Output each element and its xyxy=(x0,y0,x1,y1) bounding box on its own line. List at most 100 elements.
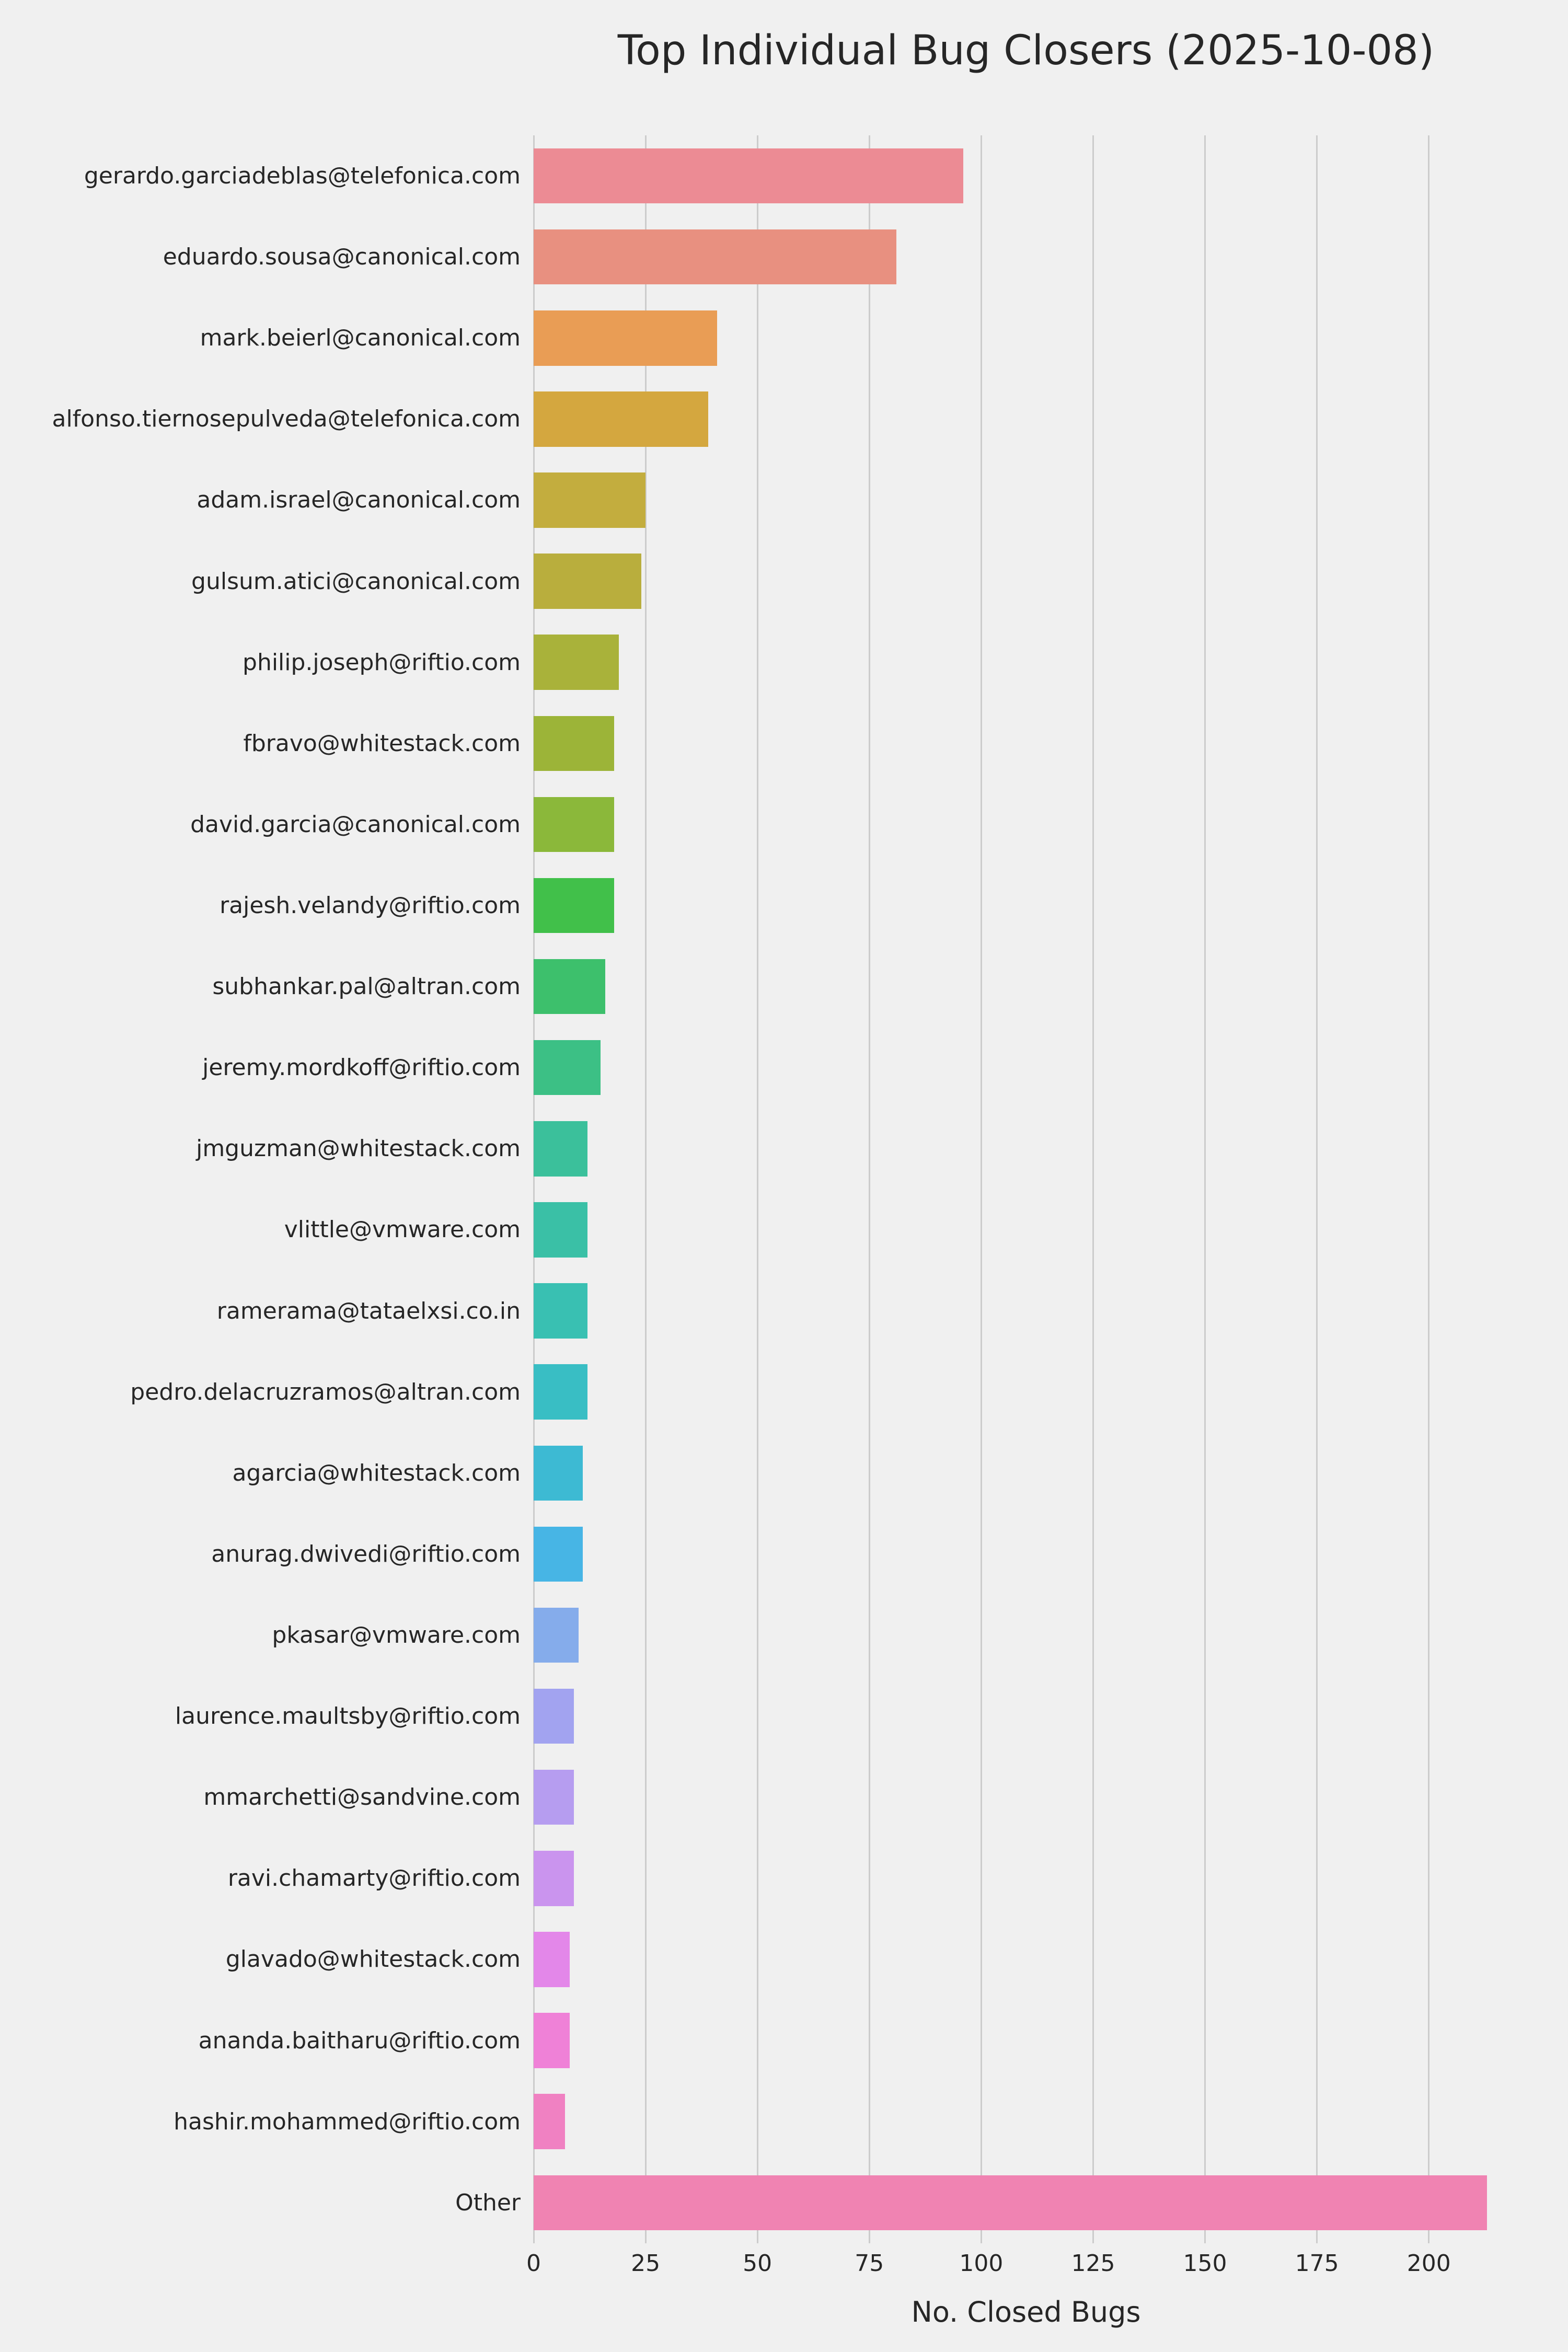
bar-row xyxy=(534,1027,1518,1108)
bar-row xyxy=(534,2162,1518,2243)
y-tick-label: david.garcia@canonical.com xyxy=(190,811,521,838)
bar-row xyxy=(534,135,1518,216)
gridline xyxy=(1428,135,1430,2243)
bar xyxy=(534,310,718,366)
bar-row xyxy=(534,1189,1518,1270)
x-tick-label: 125 xyxy=(1071,2250,1115,2277)
bar xyxy=(534,1364,587,1420)
bar-row xyxy=(534,1919,1518,2000)
bar xyxy=(534,148,964,204)
bar xyxy=(534,959,606,1014)
bar xyxy=(534,472,646,528)
y-tick-label: jeremy.mordkoff@riftio.com xyxy=(202,1054,521,1081)
y-tick-label: subhankar.pal@altran.com xyxy=(212,973,521,1000)
y-tick-label: pedro.delacruzramos@altran.com xyxy=(130,1378,521,1405)
x-tick-label: 200 xyxy=(1406,2250,1451,2277)
bar-row xyxy=(534,541,1518,622)
bar xyxy=(534,1851,574,1906)
y-tick-label: ananda.baitharu@riftio.com xyxy=(198,2027,521,2054)
bar xyxy=(534,1121,587,1177)
x-tick-label: 25 xyxy=(631,2250,661,2277)
x-tick-label: 175 xyxy=(1295,2250,1339,2277)
bar-row xyxy=(534,784,1518,865)
bar-row xyxy=(534,946,1518,1027)
bar-row xyxy=(534,865,1518,946)
bar-row xyxy=(534,1271,1518,1352)
y-tick-label: vlittle@vmware.com xyxy=(284,1216,521,1243)
bar xyxy=(534,229,896,285)
bar xyxy=(534,1040,601,1096)
bar xyxy=(534,1607,579,1663)
y-tick-label: agarcia@whitestack.com xyxy=(232,1459,521,1486)
bar xyxy=(534,797,615,852)
bar-row xyxy=(534,622,1518,703)
y-tick-label: mark.beierl@canonical.com xyxy=(200,325,521,352)
bar-row xyxy=(534,2081,1518,2162)
gridline xyxy=(868,135,870,2243)
y-tick-label: ravi.chamarty@riftio.com xyxy=(227,1865,521,1892)
x-axis-ticks: 0 25 50 75 100 125 150 175 200 xyxy=(526,2250,1518,2287)
bar xyxy=(534,716,615,771)
y-tick-label: philip.joseph@riftio.com xyxy=(243,649,521,676)
x-tick-label: 0 xyxy=(526,2250,541,2277)
bar xyxy=(534,1932,570,1987)
y-tick-label: jmguzman@whitestack.com xyxy=(196,1135,521,1162)
gridline xyxy=(1204,135,1206,2243)
y-tick-label: laurence.maultsby@riftio.com xyxy=(175,1703,521,1730)
bar xyxy=(534,635,619,690)
x-tick-label: 75 xyxy=(855,2250,884,2277)
y-tick-label: alfonso.tiernosepulveda@telefonica.com xyxy=(52,406,521,433)
bar-row xyxy=(534,459,1518,540)
bar-row xyxy=(534,2000,1518,2081)
bar xyxy=(534,1688,574,1744)
bar xyxy=(534,391,708,447)
bar-row xyxy=(534,1676,1518,1757)
y-tick-label: adam.israel@canonical.com xyxy=(197,487,521,514)
bar xyxy=(534,1526,583,1582)
x-tick-label: 100 xyxy=(959,2250,1004,2277)
bar-row xyxy=(534,703,1518,784)
bar xyxy=(534,878,615,933)
x-tick-label: 50 xyxy=(743,2250,773,2277)
y-tick-label: Other xyxy=(455,2189,521,2216)
y-tick-label: glavado@whitestack.com xyxy=(225,1946,521,1973)
y-tick-label: ramerama@tataelxsi.co.in xyxy=(216,1297,521,1324)
bar xyxy=(534,1202,587,1258)
gridline xyxy=(533,135,535,2243)
y-tick-label: gulsum.atici@canonical.com xyxy=(191,568,521,595)
bar-row xyxy=(534,1433,1518,1514)
bar xyxy=(534,1283,587,1339)
bar xyxy=(534,1770,574,1825)
y-tick-label: fbravo@whitestack.com xyxy=(243,730,521,757)
bar xyxy=(534,2094,565,2149)
bar xyxy=(534,554,641,609)
bar-row xyxy=(534,1108,1518,1189)
bar-row xyxy=(534,216,1518,297)
gridline xyxy=(980,135,982,2243)
bar xyxy=(534,2175,1488,2231)
gridlines xyxy=(533,135,1518,2243)
gridline xyxy=(644,135,647,2243)
bar-row xyxy=(534,1838,1518,1919)
gridline xyxy=(1316,135,1318,2243)
bars xyxy=(534,135,1518,2243)
plot-area xyxy=(533,135,1518,2243)
y-tick-label: gerardo.garciadeblas@telefonica.com xyxy=(84,163,521,190)
chart-title: Top Individual Bug Closers (2025-10-08) xyxy=(617,27,1435,74)
bar xyxy=(534,1445,583,1501)
bar-row xyxy=(534,378,1518,459)
y-axis-labels: gerardo.garciadeblas@telefonica.com eduar… xyxy=(0,135,521,2243)
y-tick-label: rajesh.velandy@riftio.com xyxy=(220,892,521,919)
y-tick-label: hashir.mohammed@riftio.com xyxy=(174,2108,521,2135)
x-axis-label: No. Closed Bugs xyxy=(911,2296,1141,2328)
bar-row xyxy=(534,1595,1518,1676)
y-tick-label: pkasar@vmware.com xyxy=(272,1622,521,1649)
gridline xyxy=(1092,135,1094,2243)
gridline xyxy=(756,135,758,2243)
x-tick-label: 150 xyxy=(1183,2250,1227,2277)
y-tick-label: eduardo.sousa@canonical.com xyxy=(163,244,521,271)
bar-row xyxy=(534,297,1518,378)
bar-row xyxy=(534,1352,1518,1433)
bar xyxy=(534,2013,570,2068)
